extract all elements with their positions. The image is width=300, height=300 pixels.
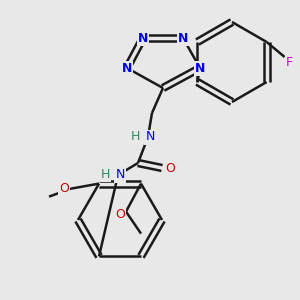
Text: N: N: [195, 61, 205, 74]
Text: N: N: [178, 32, 188, 44]
Text: O: O: [165, 161, 175, 175]
Text: O: O: [115, 208, 125, 221]
Text: N: N: [138, 32, 148, 44]
Text: N: N: [145, 130, 155, 143]
Text: N: N: [122, 61, 132, 74]
Text: H: H: [100, 167, 110, 181]
Text: N: N: [115, 169, 125, 182]
Text: F: F: [286, 56, 293, 68]
Text: O: O: [59, 182, 69, 195]
Text: H: H: [130, 130, 140, 142]
